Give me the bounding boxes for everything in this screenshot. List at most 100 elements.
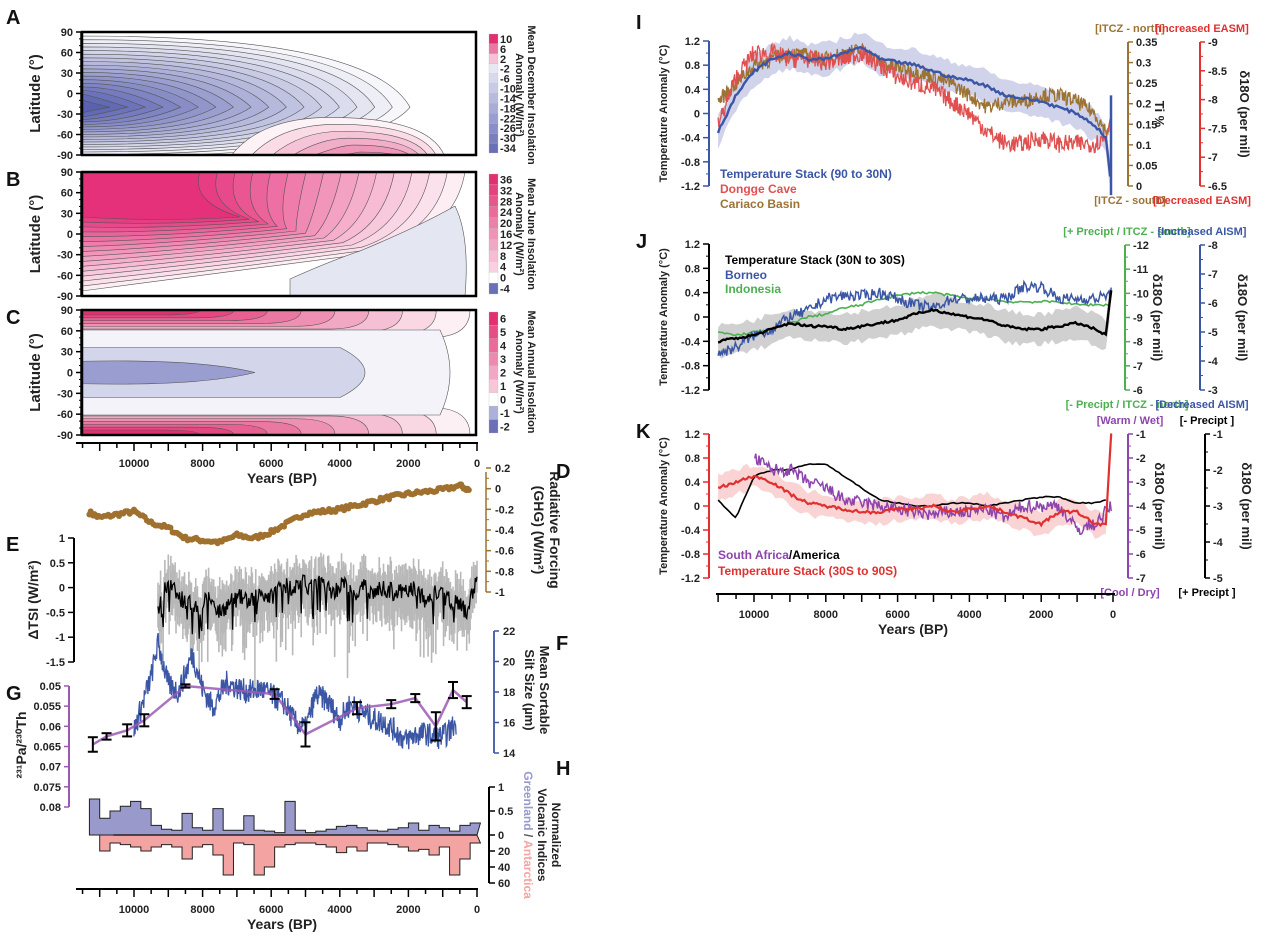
I-ytick-label: 0.8 — [685, 60, 700, 72]
J-legend-indonesia: Indonesia — [725, 282, 781, 296]
K-america-d18o-tick-label: -2 — [1213, 465, 1223, 477]
colorbar-swatch-A — [488, 33, 499, 45]
K-ytick-label: 0.4 — [685, 477, 701, 489]
colorbar-tick-C: -2 — [500, 421, 510, 433]
colorbar-tick-B: 4 — [500, 262, 507, 274]
D-tick-label: -1 — [495, 587, 505, 599]
x-axis-H-tick-label: 10000 — [119, 904, 150, 916]
colorbar-swatch-A — [488, 133, 499, 144]
J-ylabel: Temperature Anomaly (°C) — [658, 248, 670, 386]
ytick-label-C: -90 — [57, 430, 73, 442]
J-borneo-d18o-tick-label: -7 — [1208, 269, 1218, 281]
I-ti-tick-label: 0 — [1136, 181, 1142, 193]
J-ytick-label: 0.4 — [685, 288, 701, 300]
H-legend-antarctica: Antarctica — [521, 840, 535, 899]
panel-label-G: G — [6, 683, 22, 705]
ylabel-A: Latitude (°) — [27, 54, 44, 133]
ghg-point — [465, 486, 472, 493]
colorbar-swatch-C — [488, 392, 499, 407]
ytick-label-B: -30 — [57, 250, 73, 262]
panel-label-E: E — [6, 534, 19, 556]
I-d18o-tick-label: -7.5 — [1208, 123, 1227, 135]
D-ylabel-units: (GHG) (W/m²) — [531, 486, 547, 575]
I-d18o-tick-label: -8.5 — [1208, 66, 1227, 78]
K-ytick-label: 0.8 — [685, 453, 700, 465]
silt-size-line — [133, 632, 457, 750]
I-ti-tick-label: 0.25 — [1136, 78, 1157, 90]
I-temp-stack-line — [716, 45, 1112, 177]
K-x-tick-label: 0 — [1110, 609, 1116, 621]
colorbar-label-B-units: Anomaly (W/m²) — [513, 192, 525, 276]
heatmap-A — [80, 30, 478, 157]
ytick-label-B: -60 — [57, 270, 73, 282]
K-south-africa-d18o-tick-label: -5 — [1136, 525, 1146, 537]
colorbar-swatch-A — [488, 83, 499, 94]
ytick-label-A: -30 — [57, 109, 73, 121]
K-legend-stack: Temperature Stack (30S to 90S) — [718, 564, 897, 578]
tsi-line — [157, 574, 478, 639]
panel-label-D: D — [556, 461, 570, 483]
I-ytick-label: -1.2 — [681, 181, 700, 193]
I-ti-top-label: [ITCZ - north] — [1095, 23, 1165, 35]
x-axis-C-tick-label: 6000 — [259, 458, 283, 470]
I-ti-tick-label: 0.35 — [1136, 37, 1157, 49]
ytick-label-C: 90 — [61, 305, 73, 317]
J-borneo-d18o-label: δ18O (per mil) — [1235, 274, 1250, 361]
ytick-label-A: 60 — [61, 48, 73, 60]
K-america-d18o-tick-label: -4 — [1213, 537, 1224, 549]
J-indonesia-d18o-bottom-label: [- Precipt / ITCZ - north] — [1066, 399, 1189, 411]
colorbar-swatch-B — [488, 261, 499, 273]
ytick-label-A: 30 — [61, 68, 73, 80]
H-tick-label: 60 — [498, 878, 510, 890]
J-ytick-label: -1.2 — [681, 385, 700, 397]
K-temp-stack-line — [717, 433, 1113, 528]
E-tick-label: 0.5 — [50, 558, 65, 570]
I-ti-tick-label: 0.05 — [1136, 160, 1157, 172]
ytick-label-A: -90 — [57, 150, 73, 162]
J-borneo-d18o-bottom-label: [Decreased AISM] — [1155, 399, 1248, 411]
K-x-tick-label: 10000 — [739, 609, 770, 621]
J-indonesia-d18o-tick-label: -9 — [1133, 313, 1143, 325]
colorbar-tick-B: 24 — [500, 207, 513, 219]
H-ylabel-2: Volcanic Indices — [535, 788, 549, 881]
I-ti-bottom-label: [ITCZ - south] — [1094, 195, 1166, 207]
I-legend-dongge: Dongge Cave — [720, 182, 797, 196]
J-indonesia-d18o-tick-label: -7 — [1133, 361, 1143, 373]
colorbar-swatch-B — [488, 184, 499, 196]
I-ti-tick-label: 0.3 — [1136, 58, 1151, 70]
colorbar-swatch-B — [488, 250, 499, 262]
colorbar-swatch-C — [488, 379, 499, 393]
K-ylabel: Temperature Anomaly (°C) — [658, 437, 670, 575]
colorbar-label-A-units: Anomaly (W/m²) — [513, 53, 525, 137]
I-ti-tick-label: 0.2 — [1136, 99, 1151, 111]
D-tick-label: -0.2 — [495, 504, 514, 516]
G-tick-label: 0.06 — [40, 721, 61, 733]
x-axis-H-title: Years (BP) — [247, 916, 317, 932]
colorbar-tick-B: 36 — [500, 174, 512, 186]
x-axis-H-tick-label: 4000 — [328, 904, 352, 916]
panel-label-B: B — [6, 169, 20, 191]
K-america-d18o-top-label: [- Precipt ] — [1180, 415, 1235, 427]
D-tick-label: 0 — [495, 484, 501, 496]
E-ylabel: ΔTSI (W/m²) — [25, 560, 41, 639]
E-tick-label: 1 — [59, 533, 65, 545]
K-america-d18o-tick-label: -5 — [1213, 573, 1223, 585]
colorbar-tick-B: 12 — [500, 240, 512, 252]
colorbar-swatch-A — [488, 123, 499, 134]
K-south-africa-d18o-top-label: [Warm / Wet] — [1097, 415, 1164, 427]
G-tick-label: 0.08 — [40, 802, 61, 814]
J-ytick-label: 0.8 — [685, 263, 700, 275]
colorbar-tick-A: 6 — [500, 44, 506, 56]
D-tick-label: -0.4 — [495, 525, 515, 537]
x-axis-C-tick-label: 10000 — [119, 458, 150, 470]
x-axis-C-tick-label: 0 — [474, 458, 480, 470]
J-legend-borneo: Borneo — [725, 268, 767, 282]
ytick-label-A: 0 — [67, 89, 73, 101]
x-axis-C-tick-label: 2000 — [396, 458, 420, 470]
I-legend-stack: Temperature Stack (90 to 30N) — [720, 167, 892, 181]
J-indonesia-d18o-tick-label: -10 — [1133, 288, 1149, 300]
ghg-point — [167, 524, 174, 531]
colorbar-tick-A: -34 — [500, 143, 517, 155]
colorbar-swatch-A — [488, 113, 499, 124]
